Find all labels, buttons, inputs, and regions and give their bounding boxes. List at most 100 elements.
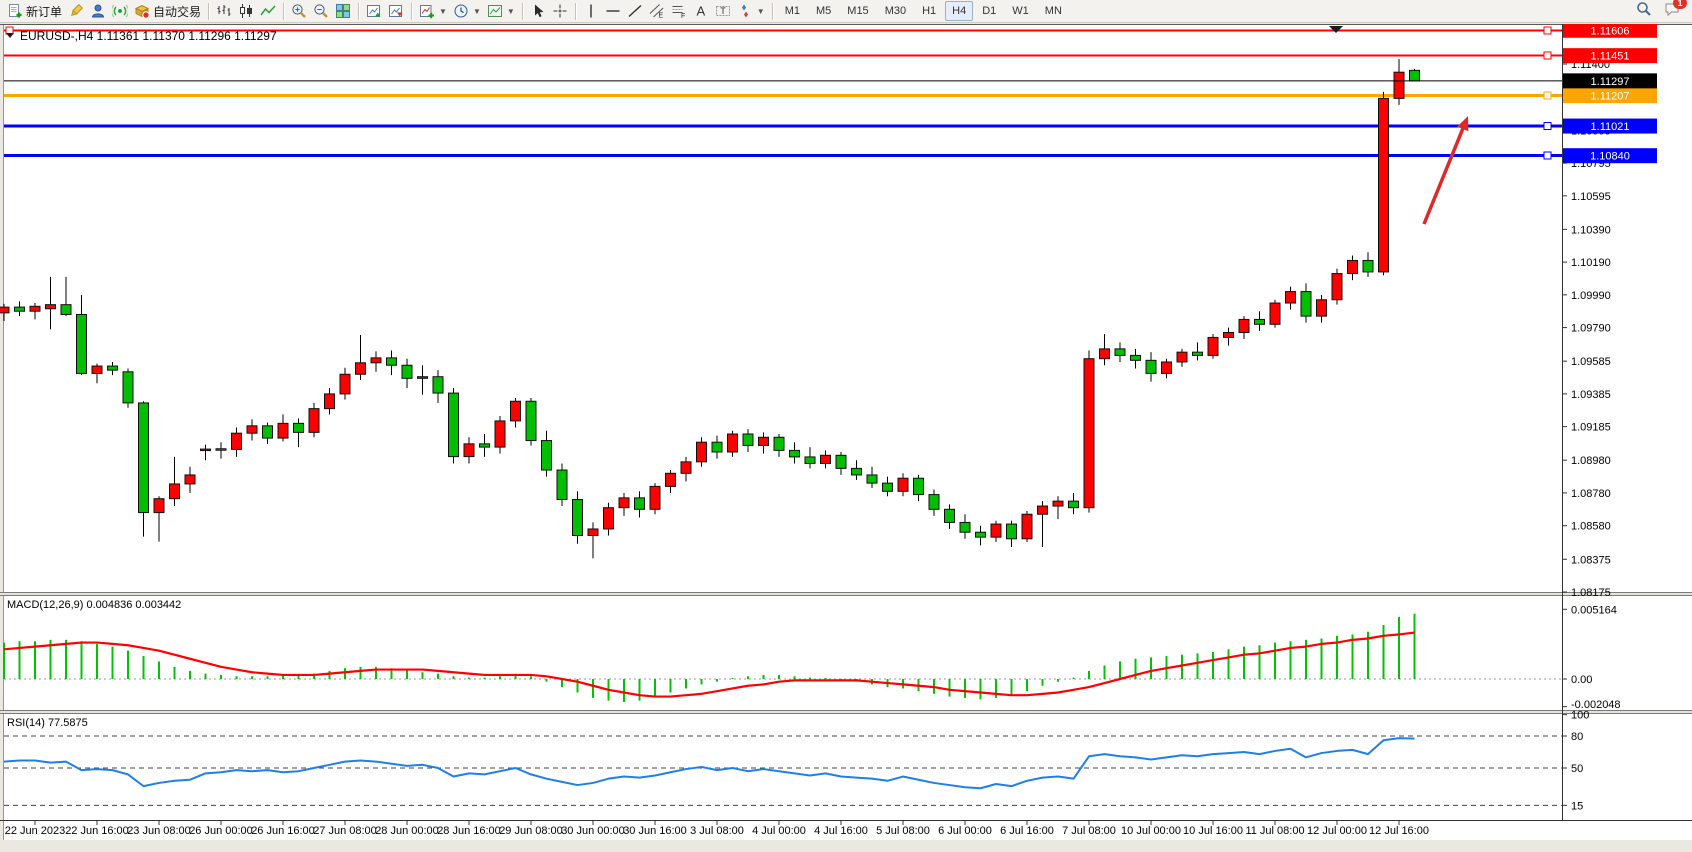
signal-button[interactable] [109, 1, 131, 21]
time-tick-label: 3 Jul 08:00 [690, 825, 744, 837]
chevron-down-icon: ▼ [756, 6, 765, 16]
fibonacci-tool[interactable]: F [668, 1, 690, 21]
timeframe-m1-button[interactable]: M1 [784, 5, 800, 17]
trendline-tool[interactable] [624, 1, 646, 21]
hline-icon [606, 10, 620, 12]
time-tick-label: 26 Jun 00:00 [189, 825, 253, 837]
arrows-tool[interactable]: ▼ [734, 1, 768, 21]
add-indicator-icon [420, 5, 435, 19]
time-tick-label: 30 Jun 00:00 [561, 825, 625, 837]
toolbar-separator [521, 2, 523, 20]
time-tick-label: 10 Jul 00:00 [1121, 825, 1181, 837]
candlesticks [0, 59, 1420, 559]
quick-trade-collapse-icon[interactable] [6, 33, 14, 38]
macd-label: MACD(12,26,9) 0.004836 0.003442 [7, 599, 181, 611]
notifications-button[interactable]: 1 [1664, 0, 1687, 22]
time-tick-label: 26 Jun 16:00 [251, 825, 315, 837]
svg-text:E: E [658, 13, 663, 20]
tile-windows-button[interactable] [332, 1, 354, 21]
time-tick-label: 11 Jul 08:00 [1245, 825, 1304, 837]
price-tick-label: 1.08175 [1571, 587, 1611, 599]
rsi-scale-label: 15 [1571, 800, 1583, 812]
time-tick-label: 4 Jul 16:00 [814, 825, 868, 837]
chevron-down-icon: ▼ [439, 6, 447, 16]
timeframe-m5-button[interactable]: M5 [816, 5, 832, 17]
periods-dropdown[interactable]: ▼ [450, 1, 484, 21]
timeframe-m30-button[interactable]: M30 [884, 5, 907, 17]
price-tick-label: 1.08375 [1571, 554, 1611, 566]
horizontal-line-tool[interactable] [602, 1, 624, 21]
price-tick-label: 1.10390 [1571, 224, 1611, 236]
text-label-tool[interactable]: T [712, 1, 734, 21]
time-tick-label: 22 Jun 2023 [5, 825, 66, 837]
equidistant-channel-tool[interactable]: E [646, 1, 668, 21]
candle-chart-icon [240, 4, 253, 18]
zoom-in-button[interactable] [288, 1, 310, 21]
signal-icon [112, 4, 129, 18]
trend-arrow-annotation[interactable] [1422, 116, 1469, 225]
tiles-icon [336, 4, 351, 18]
time-tick-label: 4 Jul 00:00 [752, 825, 806, 837]
zoom-out-button[interactable] [310, 1, 332, 21]
time-tick-label: 22 Jun 16:00 [65, 825, 129, 837]
price-tick-label: 1.08980 [1571, 455, 1611, 467]
cursor-tool[interactable] [527, 1, 549, 21]
crosshair-tool[interactable] [549, 1, 571, 21]
indicators-dropdown[interactable]: ▼ [416, 1, 450, 21]
bar-chart-button[interactable] [213, 1, 235, 21]
timeframe-m15-button[interactable]: M15 [847, 5, 869, 17]
price-tick-label: 1.08580 [1571, 521, 1611, 533]
auto-scroll-button[interactable] [363, 1, 385, 21]
svg-text:F: F [681, 13, 685, 19]
timeframe-d1-button[interactable]: D1 [982, 5, 997, 17]
new-order-button[interactable]: 新订单 [4, 1, 65, 21]
autotrade-button-label: 自动交易 [153, 4, 202, 19]
current-price-label-bg [1563, 73, 1657, 89]
timeframe-h4-button[interactable]: H4 [945, 1, 974, 21]
rsi-scale-label: 100 [1571, 710, 1589, 722]
autotrade-button[interactable]: 自动交易 [131, 1, 204, 21]
rsi-scale-label: 80 [1571, 731, 1583, 743]
new-order-button-label: 新订单 [26, 4, 63, 19]
timeframe-h1-button[interactable]: H1 [922, 5, 937, 17]
line-chart-icon [260, 5, 276, 16]
shapes-icon [741, 4, 748, 18]
vertical-line-tool[interactable] [580, 1, 602, 21]
crosshair-icon [553, 4, 567, 18]
svg-text:1.11451: 1.11451 [1591, 51, 1630, 63]
toolbar-separator [771, 2, 773, 20]
templates-dropdown[interactable]: ▼ [484, 1, 518, 21]
svg-text:1.11207: 1.11207 [1591, 91, 1630, 103]
toolbar-separator [208, 2, 210, 20]
fibo-icon: F [672, 6, 685, 19]
crayon-icon [71, 3, 84, 16]
svg-text:T: T [720, 6, 726, 16]
time-tick-label: 28 Jun 16:00 [437, 825, 501, 837]
timeframe-mn-button[interactable]: MN [1044, 5, 1062, 17]
chart-shift-button[interactable] [385, 1, 407, 21]
chart-area[interactable]: 1.114001.109951.107951.105951.103901.101… [0, 22, 1692, 847]
search-button[interactable] [1636, 1, 1652, 22]
chart-svg[interactable]: 1.114001.109951.107951.105951.103901.101… [0, 22, 1692, 847]
svg-text:1.11021: 1.11021 [1591, 121, 1630, 133]
time-tick-label: 23 Jun 08:00 [127, 825, 191, 837]
clock-icon [454, 4, 468, 18]
rsi-line [3, 737, 1415, 790]
candlestick-chart-button[interactable] [235, 1, 257, 21]
timeframe-w1-button[interactable]: W1 [1012, 5, 1029, 17]
horizontal-lines[interactable] [4, 26, 1562, 160]
chart-shift-marker[interactable] [1329, 26, 1343, 33]
price-tick-label: 1.09990 [1571, 290, 1611, 302]
main-toolbar: 新订单 自动交易 ▼ ▼ ▼ E F A T ▼ M1 M5 M15 M30 H1 H4 D1 W1 MN 1 [0, 0, 1692, 23]
zoom-in-icon [292, 4, 306, 18]
ind-down-icon [389, 5, 403, 17]
time-tick-label: 29 Jun 08:00 [499, 825, 563, 837]
time-tick-label: 7 Jul 08:00 [1062, 825, 1116, 837]
price-tick-label: 1.10190 [1571, 257, 1611, 269]
text-tool[interactable]: A [690, 1, 712, 21]
line-chart-button[interactable] [257, 1, 279, 21]
search-icon [1637, 1, 1651, 16]
profile-button[interactable] [87, 1, 109, 21]
styler-button[interactable] [65, 1, 87, 21]
